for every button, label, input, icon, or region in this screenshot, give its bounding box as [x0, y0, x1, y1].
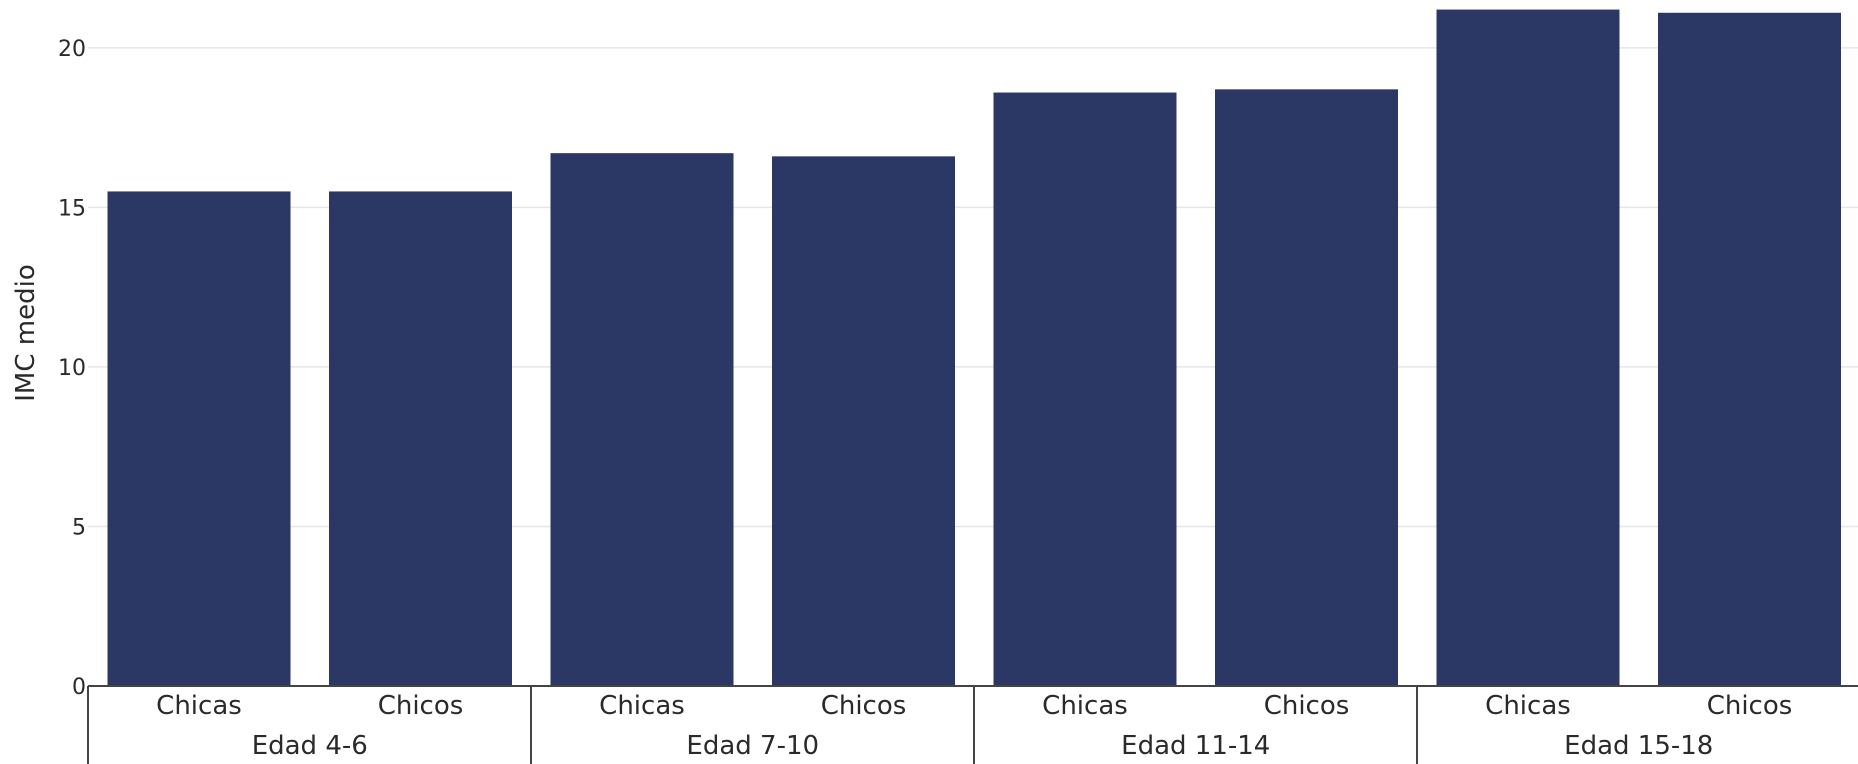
y-tick-label: 5 [72, 515, 86, 540]
bar [772, 156, 955, 686]
bar [994, 93, 1177, 686]
x-tick-label: Chicas [599, 691, 685, 721]
x-tick-label: Chicos [378, 691, 464, 721]
bar [551, 153, 734, 686]
y-tick-label: 0 [72, 675, 86, 700]
x-axis: Chicas Chicos Chicas Chicos Chicas Chicos Chic… [88, 686, 1858, 764]
y-tick-label: 10 [58, 356, 86, 381]
x-tick-label: Chicas [1485, 691, 1571, 721]
x-tick-label: Chicas [1042, 691, 1128, 721]
x-tick-label: Chicos [1264, 691, 1350, 721]
x-tick-label: Chicos [821, 691, 907, 721]
bar [1658, 13, 1841, 686]
y-tick-label: 20 [58, 37, 86, 62]
bar [108, 191, 291, 686]
y-axis-ticks: 0 5 10 15 20 [58, 37, 86, 700]
y-axis-label: IMC medio [11, 264, 41, 401]
bar [1215, 89, 1398, 686]
x-tick-label: Chicos [1707, 691, 1793, 721]
bar [329, 191, 512, 686]
group-label: Edad 11-14 [1121, 731, 1270, 761]
bar [1437, 10, 1620, 686]
y-tick-label: 15 [58, 196, 86, 221]
bars [108, 10, 1842, 686]
x-tick-label: Chicas [156, 691, 242, 721]
group-label: Edad 7-10 [686, 731, 819, 761]
group-label: Edad 4-6 [252, 731, 368, 761]
group-label: Edad 15-18 [1564, 731, 1713, 761]
